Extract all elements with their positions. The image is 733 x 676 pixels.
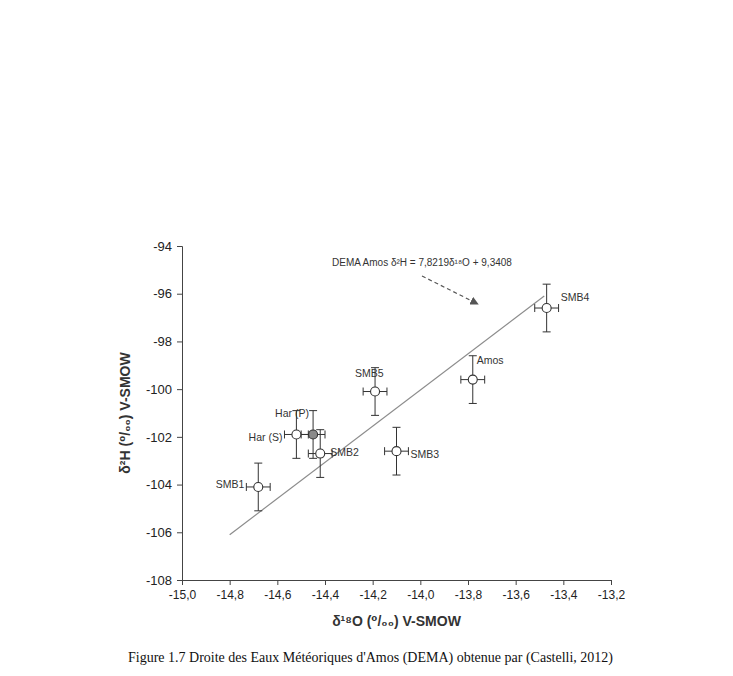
y-tick-label: -100 bbox=[146, 382, 172, 397]
x-tick-mark bbox=[325, 580, 326, 585]
x-tick-mark bbox=[468, 580, 469, 585]
data-point bbox=[371, 387, 380, 396]
y-tick: -96 bbox=[153, 286, 182, 301]
data-point bbox=[468, 375, 477, 384]
x-tick-label: -13,2 bbox=[598, 588, 626, 602]
plot: -15,0 -14,8 -14,6 -14,4 -14,2 -14,0 -13,8 -13,6… bbox=[146, 239, 626, 602]
x-tick: -13,2 bbox=[598, 580, 626, 602]
y-axis: -108 -106 -104 -102 -100 -98 -96 -94 bbox=[146, 239, 183, 588]
x-tick-mark bbox=[230, 580, 231, 585]
y-error-bar bbox=[469, 356, 477, 404]
x-tick-label: -13,6 bbox=[502, 588, 530, 602]
y-tick: -108 bbox=[146, 573, 182, 588]
point-group bbox=[535, 284, 559, 332]
point-group bbox=[246, 463, 270, 511]
data-point bbox=[309, 430, 318, 439]
x-tick-label: -14,0 bbox=[407, 588, 435, 602]
y-tick: -102 bbox=[146, 430, 182, 445]
y-error-bar bbox=[543, 284, 551, 332]
data-point bbox=[542, 304, 551, 313]
y-error-bar bbox=[254, 463, 262, 511]
x-tick-label: -13,4 bbox=[550, 588, 578, 602]
x-tick: -14,8 bbox=[216, 580, 244, 602]
annotation: DEMA Amos δ²H = 7,8219δ¹⁸O + 9,3408 bbox=[332, 257, 512, 268]
x-tick-label: -14,6 bbox=[264, 588, 292, 602]
y-tick-label: -108 bbox=[146, 573, 172, 588]
y-tick-mark bbox=[177, 341, 182, 342]
point-label: SMB4 bbox=[561, 291, 590, 303]
point-label: Amos bbox=[477, 354, 504, 366]
y-tick: -100 bbox=[146, 382, 182, 397]
data-point bbox=[292, 430, 301, 439]
x-tick-mark bbox=[277, 580, 278, 585]
y-tick-label: -104 bbox=[146, 477, 172, 492]
x-tick-label: -15,0 bbox=[169, 588, 197, 602]
y-axis-title: δ²H (⁰/₀₀) V-SMOW bbox=[117, 352, 133, 474]
y-axis-line bbox=[177, 247, 183, 581]
x-tick-mark bbox=[563, 580, 564, 585]
y-tick: -104 bbox=[146, 477, 182, 492]
x-tick: -15,0 bbox=[169, 580, 197, 602]
annotation-arrow bbox=[422, 276, 478, 304]
data-point bbox=[254, 482, 263, 491]
y-tick-label: -98 bbox=[153, 334, 172, 349]
point-label: SMB3 bbox=[411, 448, 440, 460]
data-point bbox=[392, 447, 401, 456]
point-label: Har (P) bbox=[275, 407, 309, 419]
x-tick-label: -14,8 bbox=[216, 588, 244, 602]
y-tick-mark bbox=[177, 532, 182, 533]
x-error-bar bbox=[308, 450, 332, 458]
y-tick: -98 bbox=[153, 334, 182, 349]
y-tick-mark bbox=[177, 580, 182, 581]
x-tick: -14,2 bbox=[359, 580, 387, 602]
point-label: SMB5 bbox=[355, 367, 384, 379]
y-error-bar bbox=[309, 411, 317, 459]
x-error-bar bbox=[246, 483, 270, 491]
x-axis-line bbox=[183, 581, 612, 586]
point-group bbox=[308, 430, 332, 478]
fit-line bbox=[230, 296, 545, 535]
x-tick: -13,6 bbox=[502, 580, 530, 602]
x-tick-mark bbox=[373, 580, 374, 585]
x-error-bar bbox=[284, 430, 308, 438]
caption: Figure 1.7 Droite des Eaux Météoriques d… bbox=[128, 650, 613, 666]
y-tick-mark bbox=[177, 246, 182, 247]
y-tick-label: -102 bbox=[146, 430, 172, 445]
y-tick-label: -106 bbox=[146, 525, 172, 540]
x-tick: -14,6 bbox=[264, 580, 292, 602]
x-error-bar bbox=[461, 376, 485, 384]
point-label: SMB1 bbox=[216, 478, 245, 490]
x-tick-label: -13,8 bbox=[455, 588, 483, 602]
x-tick: -14,4 bbox=[312, 580, 340, 602]
x-tick-label: -14,2 bbox=[359, 588, 387, 602]
y-tick-mark bbox=[177, 485, 182, 486]
point-label: Har (S) bbox=[249, 431, 283, 443]
marks bbox=[230, 284, 559, 534]
x-tick: -13,8 bbox=[455, 580, 483, 602]
y-error-bar bbox=[393, 427, 401, 475]
y-tick: -94 bbox=[153, 239, 182, 254]
y-tick-mark bbox=[177, 294, 182, 295]
point-group bbox=[385, 427, 409, 475]
y-tick-label: -96 bbox=[153, 286, 172, 301]
x-error-bar bbox=[363, 388, 387, 396]
x-tick: -13,4 bbox=[550, 580, 578, 602]
point-label: SMB2 bbox=[330, 446, 359, 458]
y-tick-mark bbox=[177, 389, 182, 390]
x-tick-label: -14,4 bbox=[312, 588, 340, 602]
y-tick-mark bbox=[177, 437, 182, 438]
y-tick-label: -94 bbox=[153, 239, 172, 254]
x-axis: -15,0 -14,8 -14,6 -14,4 -14,2 -14,0 -13,8 -13,6… bbox=[169, 580, 626, 602]
x-error-bar bbox=[385, 447, 409, 455]
x-tick-mark bbox=[516, 580, 517, 585]
y-tick: -106 bbox=[146, 525, 182, 540]
x-tick: -14,0 bbox=[407, 580, 435, 602]
data-point bbox=[316, 449, 325, 458]
x-error-bar bbox=[535, 304, 559, 312]
x-tick-mark bbox=[420, 580, 421, 585]
x-tick-mark bbox=[611, 580, 612, 585]
chart: -15,0 -14,8 -14,6 -14,4 -14,2 -14,0 -13,8 -13,6… bbox=[0, 0, 733, 676]
point-labels: SMB4 Amos SMB5 SMB3 SMB2 Har (P) Har (S) SMB1 bbox=[216, 291, 590, 490]
x-axis-title: δ¹⁸O (⁰/₀₀) V-SMOW bbox=[332, 613, 462, 629]
